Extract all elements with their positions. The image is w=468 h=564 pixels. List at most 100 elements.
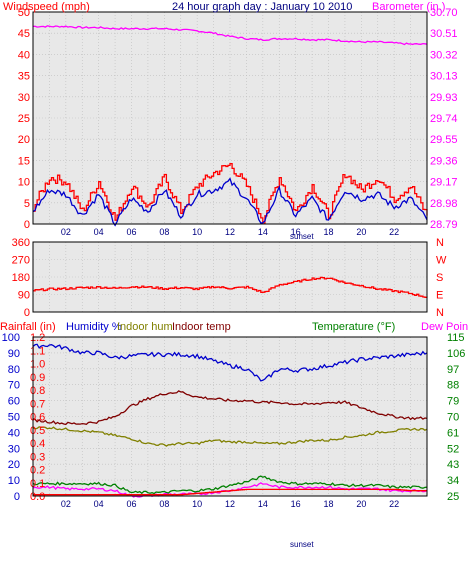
temperature-tick: 115 <box>447 332 465 344</box>
direction-tick: 90 <box>18 290 30 302</box>
rainfall-tick: 0.8 <box>30 385 45 397</box>
direction-panel <box>33 242 427 312</box>
windspeed-tick: 20 <box>18 134 30 146</box>
barometer-tick: 30.32 <box>430 49 458 61</box>
temperature-tick: 106 <box>447 348 465 360</box>
temperature-tick: 43 <box>447 459 459 471</box>
wind-gust-line <box>33 162 428 225</box>
rainfall-tick: 0.7 <box>30 398 45 410</box>
temperature-tick: 52 <box>447 443 459 455</box>
temp-hour-tick: 16 <box>291 499 301 509</box>
chart-title: 24 hour graph day : January 10 2010 <box>172 1 352 13</box>
windspeed-tick: 35 <box>18 71 30 83</box>
indoor-temp-line <box>32 390 428 426</box>
compass-tick: N <box>436 307 444 319</box>
indoor-hum-line <box>32 426 428 447</box>
humidity-tick: 100 <box>2 332 20 344</box>
windspeed-tick: 5 <box>24 198 30 210</box>
windspeed-tick: 15 <box>18 155 30 167</box>
humidity-tick: 20 <box>8 459 20 471</box>
barometer-label: Barometer (in.) <box>372 1 445 13</box>
temperature-panel-border <box>32 336 428 497</box>
direction-tick: 360 <box>12 237 30 249</box>
windspeed-tick: 40 <box>18 49 30 61</box>
rainfall-tick: 0.6 <box>30 412 45 424</box>
wind-hour-tick: 16 <box>291 227 301 237</box>
rainfall-tick: 0.1 <box>30 478 45 490</box>
wind-direction-line <box>33 276 428 298</box>
wind-average-line <box>32 177 428 227</box>
barometer-line <box>32 25 428 46</box>
windspeed-tick: 45 <box>18 28 30 40</box>
temp-hour-tick: 02 <box>61 499 71 509</box>
temperature-tick: 79 <box>447 396 459 408</box>
windspeed-label: Windspeed (mph) <box>3 1 90 13</box>
wind-hour-tick: 06 <box>126 227 136 237</box>
barometer-tick: 29.36 <box>430 155 458 167</box>
temperature-tick: 97 <box>447 364 459 376</box>
direction-tick: 0 <box>24 307 30 319</box>
temp-hour-tick: 04 <box>94 499 104 509</box>
rainfall-tick: 1.1 <box>30 345 45 357</box>
temp-hour-tick: 18 <box>323 499 333 509</box>
legend-indoor-temp: Indoor temp <box>172 321 231 333</box>
barometer-tick: 29.55 <box>430 134 458 146</box>
barometer-tick: 30.51 <box>430 28 458 40</box>
rainfall-label: Rainfall (in) <box>0 321 56 333</box>
compass-tick: N <box>436 237 444 249</box>
wind-hour-tick: 02 <box>61 227 71 237</box>
humidity-tick: 0 <box>14 491 20 503</box>
temp-hour-tick: 12 <box>225 499 235 509</box>
legend-dew-point: Dew Point <box>421 321 468 333</box>
rainfall-tick: 0.3 <box>30 451 45 463</box>
temp-hour-tick: 08 <box>159 499 169 509</box>
legend-temperature: Temperature (°F) <box>312 321 395 333</box>
barometer-tick: 30.13 <box>430 71 458 83</box>
wind-hour-tick: 08 <box>159 227 169 237</box>
wind-hour-tick: 18 <box>323 227 333 237</box>
barometer-tick: 28.98 <box>430 198 458 210</box>
humidity-tick: 90 <box>8 348 20 360</box>
windspeed-tick: 0 <box>24 219 30 231</box>
wind-hour-tick: 04 <box>94 227 104 237</box>
humidity-tick: 10 <box>8 475 20 487</box>
rainfall-tick: 0.0 <box>30 491 45 503</box>
temp-hour-tick: 06 <box>126 499 136 509</box>
humidity-tick: 60 <box>8 396 20 408</box>
compass-tick: E <box>436 290 443 302</box>
barometer-tick: 30.70 <box>430 7 458 19</box>
temp-hour-tick: 14 <box>258 499 268 509</box>
temperature-line <box>32 475 428 495</box>
humidity-tick: 70 <box>8 380 20 392</box>
compass-tick: W <box>436 255 447 267</box>
rainfall-line <box>33 488 427 496</box>
barometer-tick: 29.74 <box>430 113 458 125</box>
windspeed-tick: 10 <box>18 177 30 189</box>
sunset-label-bottom: sunset <box>290 540 314 549</box>
humidity-line <box>32 343 428 382</box>
rainfall-tick: 0.2 <box>30 465 45 477</box>
windspeed-tick: 25 <box>18 113 30 125</box>
barometer-tick: 29.17 <box>430 177 458 189</box>
direction-tick: 270 <box>12 255 30 267</box>
compass-tick: S <box>436 272 443 284</box>
temperature-tick: 88 <box>447 380 459 392</box>
temperature-tick: 25 <box>447 491 459 503</box>
wind-hour-tick: 12 <box>225 227 235 237</box>
wind-hour-tick: 10 <box>192 227 202 237</box>
gridlines <box>33 12 427 496</box>
direction-panel-border <box>32 241 428 313</box>
wind-hour-tick: 22 <box>389 227 399 237</box>
barometer-tick: 28.79 <box>430 219 458 231</box>
temperature-tick: 61 <box>447 427 459 439</box>
rainfall-tick: 1.0 <box>30 359 45 371</box>
humidity-tick: 50 <box>8 412 20 424</box>
windspeed-tick: 50 <box>18 7 30 19</box>
rainfall-tick: 1.2 <box>30 332 45 344</box>
rainfall-tick: 0.9 <box>30 372 45 384</box>
windspeed-tick: 30 <box>18 92 30 104</box>
humidity-tick: 40 <box>8 427 20 439</box>
wind-hour-tick: 20 <box>356 227 366 237</box>
